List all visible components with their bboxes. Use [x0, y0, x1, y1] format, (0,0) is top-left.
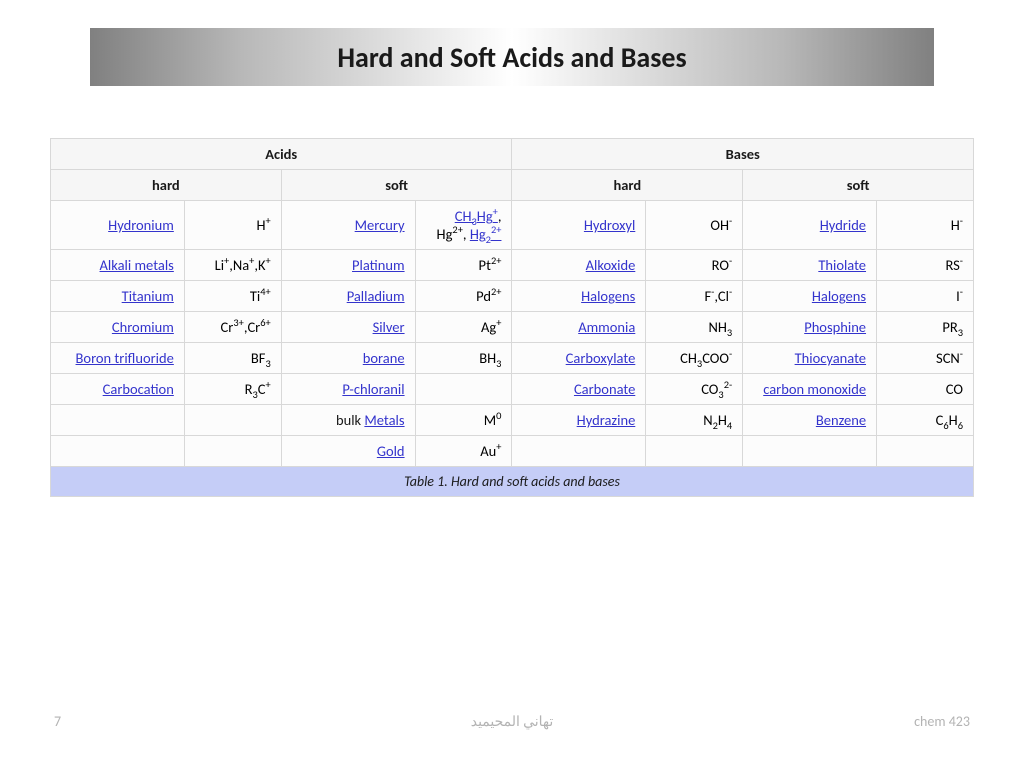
acid-hard-formula: Li+,Na+,K+	[184, 250, 281, 281]
acid-hard-name[interactable]: Chromium	[51, 312, 185, 343]
acid-hard-formula	[184, 436, 281, 467]
header-bases: Bases	[512, 139, 974, 170]
base-soft-name[interactable]: Thiocyanate	[743, 343, 877, 374]
header-bases-hard: hard	[512, 170, 743, 201]
header-acids-soft: soft	[281, 170, 512, 201]
hsab-table-container: Acids Bases hard soft hard soft Hydroniu…	[50, 138, 974, 497]
course-code: chem 423	[850, 713, 970, 730]
table-caption: Table 1. Hard and soft acids and bases	[51, 467, 974, 497]
base-soft-formula: H-	[877, 201, 974, 250]
acid-soft-name[interactable]: Silver	[281, 312, 415, 343]
acid-hard-formula: Cr3+,Cr6+	[184, 312, 281, 343]
acid-soft-formula: Pd2+	[415, 281, 512, 312]
table-row: HydroniumH+MercuryCH3Hg+, Hg2+, Hg22+Hyd…	[51, 201, 974, 250]
acid-soft-name[interactable]: Palladium	[281, 281, 415, 312]
acid-hard-formula: BF3	[184, 343, 281, 374]
slide-title: Hard and Soft Acids and Bases	[337, 40, 686, 75]
slide-footer: 7 تهاني المحيميد chem 423	[0, 713, 1024, 730]
acid-soft-name[interactable]: Mercury	[281, 201, 415, 250]
acid-soft-formula: Ag+	[415, 312, 512, 343]
acid-hard-name	[51, 436, 185, 467]
base-hard-formula: CH3COO-	[646, 343, 743, 374]
title-bar: Hard and Soft Acids and Bases	[90, 28, 934, 86]
base-soft-formula: RS-	[877, 250, 974, 281]
acid-soft-name[interactable]: bulk Metals	[281, 405, 415, 436]
base-soft-formula: C6H6	[877, 405, 974, 436]
base-soft-formula	[877, 436, 974, 467]
base-soft-formula: SCN-	[877, 343, 974, 374]
base-soft-name[interactable]: Benzene	[743, 405, 877, 436]
acid-hard-name[interactable]: Alkali metals	[51, 250, 185, 281]
acid-soft-formula: BH3	[415, 343, 512, 374]
author-name: تهاني المحيميد	[174, 713, 850, 730]
base-hard-name	[512, 436, 646, 467]
table-row: ChromiumCr3+,Cr6+SilverAg+AmmoniaNH3Phos…	[51, 312, 974, 343]
base-hard-formula: OH-	[646, 201, 743, 250]
table-row: CarbocationR3C+P-chloranil CarbonateCO32-…	[51, 374, 974, 405]
acid-soft-formula: M0	[415, 405, 512, 436]
acid-hard-name[interactable]: Titanium	[51, 281, 185, 312]
base-soft-name[interactable]: carbon monoxide	[743, 374, 877, 405]
base-soft-name	[743, 436, 877, 467]
base-soft-name[interactable]: Halogens	[743, 281, 877, 312]
acid-soft-formula	[415, 374, 512, 405]
table-row: Alkali metalsLi+,Na+,K+PlatinumPt2+Alkox…	[51, 250, 974, 281]
table-row: GoldAu+	[51, 436, 974, 467]
base-hard-name[interactable]: Halogens	[512, 281, 646, 312]
base-hard-name[interactable]: Alkoxide	[512, 250, 646, 281]
page-number: 7	[54, 713, 174, 730]
acid-hard-name	[51, 405, 185, 436]
acid-soft-name[interactable]: P-chloranil	[281, 374, 415, 405]
base-hard-formula	[646, 436, 743, 467]
header-bases-soft: soft	[743, 170, 974, 201]
base-hard-name[interactable]: Hydrazine	[512, 405, 646, 436]
base-hard-formula: F-,Cl-	[646, 281, 743, 312]
acid-soft-formula: Au+	[415, 436, 512, 467]
base-hard-formula: CO32-	[646, 374, 743, 405]
base-hard-formula: N2H4	[646, 405, 743, 436]
acid-hard-name[interactable]: Carbocation	[51, 374, 185, 405]
table-body: HydroniumH+MercuryCH3Hg+, Hg2+, Hg22+Hyd…	[51, 201, 974, 467]
base-hard-name[interactable]: Carboxylate	[512, 343, 646, 374]
acid-soft-name[interactable]: Platinum	[281, 250, 415, 281]
table-caption-row: Table 1. Hard and soft acids and bases	[51, 467, 974, 497]
acid-hard-formula: Ti4+	[184, 281, 281, 312]
acid-soft-name[interactable]: borane	[281, 343, 415, 374]
acid-soft-name[interactable]: Gold	[281, 436, 415, 467]
hsab-table: Acids Bases hard soft hard soft Hydroniu…	[50, 138, 974, 497]
acid-soft-formula[interactable]: CH3Hg+, Hg2+, Hg22+	[415, 201, 512, 250]
acid-hard-formula: R3C+	[184, 374, 281, 405]
table-row: Boron trifluorideBF3boraneBH3Carboxylate…	[51, 343, 974, 374]
acid-hard-formula: H+	[184, 201, 281, 250]
base-hard-name[interactable]: Ammonia	[512, 312, 646, 343]
acid-hard-name[interactable]: Boron trifluoride	[51, 343, 185, 374]
header-acids-hard: hard	[51, 170, 282, 201]
base-soft-formula: PR3	[877, 312, 974, 343]
base-hard-name[interactable]: Carbonate	[512, 374, 646, 405]
table-row: TitaniumTi4+PalladiumPd2+HalogensF-,Cl-H…	[51, 281, 974, 312]
table-head: Acids Bases hard soft hard soft	[51, 139, 974, 201]
base-soft-formula: I-	[877, 281, 974, 312]
acid-hard-formula	[184, 405, 281, 436]
table-row: bulk MetalsM0HydrazineN2H4BenzeneC6H6	[51, 405, 974, 436]
base-hard-name[interactable]: Hydroxyl	[512, 201, 646, 250]
base-soft-name[interactable]: Hydride	[743, 201, 877, 250]
acid-soft-formula: Pt2+	[415, 250, 512, 281]
base-soft-name[interactable]: Thiolate	[743, 250, 877, 281]
acid-hard-name[interactable]: Hydronium	[51, 201, 185, 250]
base-hard-formula: NH3	[646, 312, 743, 343]
base-soft-name[interactable]: Phosphine	[743, 312, 877, 343]
slide: Hard and Soft Acids and Bases Acids Base…	[0, 0, 1024, 768]
base-soft-formula: CO	[877, 374, 974, 405]
header-acids: Acids	[51, 139, 512, 170]
base-hard-formula: RO-	[646, 250, 743, 281]
